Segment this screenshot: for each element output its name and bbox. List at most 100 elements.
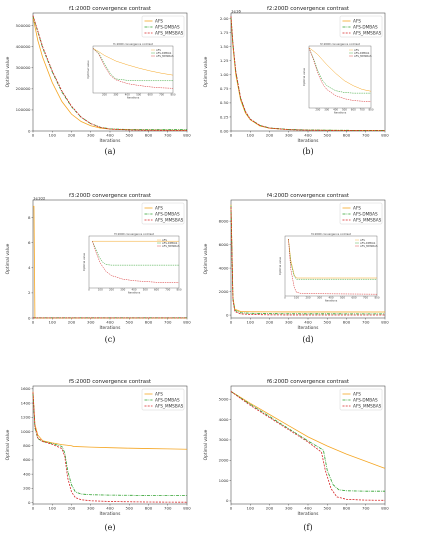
chart-3-inset-title: f3:200D convergence contrast xyxy=(114,232,153,236)
chart-1-inset-series-afs-mmsbas xyxy=(92,48,174,89)
chart-3-inset-legend-label: AFS-DMBAS xyxy=(162,241,178,245)
chart-2-xtick-label: 500 xyxy=(324,133,332,138)
chart-4-title: f4:200D convergence contrast xyxy=(267,193,349,199)
chart-3-inset: f3:200D convergence contrast 0 100 200 300 40… xyxy=(82,232,182,295)
chart-5-ytick-label: 1000 xyxy=(21,429,31,434)
chart-2-offset-label: 1e16 xyxy=(231,9,241,14)
chart-4-inset-ylabel: Optimal value xyxy=(278,257,282,276)
chart-6-xtick-label: 600 xyxy=(343,506,351,511)
chart-4-inset-legend-label: AFS_MMSBAS xyxy=(360,244,378,248)
chart-2-inset-xlabel: Iterations xyxy=(334,111,347,115)
chart-6: f6:200D convergence contrast 0 100 200 300 40… xyxy=(203,379,389,532)
chart-5-xtick-label: 800 xyxy=(183,506,191,511)
chart-1-title: f1:200D convergence contrast xyxy=(69,6,151,12)
chart-3-xtick-label: 400 xyxy=(106,320,114,325)
chart-4-caption: (d) xyxy=(302,335,313,344)
chart-1: f1:200D convergence contrast 0 100 200 300 40… xyxy=(5,6,191,156)
chart-2-ytick-label: 0.50 xyxy=(220,100,229,105)
chart-5-xtick-label: 400 xyxy=(106,506,114,511)
chart-1-ytick-label: 500000 xyxy=(16,23,31,28)
chart-1-legend-label: AFS_MMSBAS xyxy=(155,31,184,36)
chart-6-legend-label: AFS xyxy=(353,392,361,397)
chart-4-xtick-label: 400 xyxy=(304,320,312,325)
chart-6-series-afs xyxy=(230,391,386,469)
chart-2-ytick-label: 0.00 xyxy=(220,128,229,133)
chart-4-inset-series-afs-dmbas xyxy=(288,238,377,280)
chart-4-ytick-label: 4000 xyxy=(219,265,229,270)
chart-6-xtick-label: 500 xyxy=(324,506,332,511)
chart-4-inset-xtick-label: 400 xyxy=(329,296,334,300)
chart-2-inset-series-afs xyxy=(308,47,372,92)
chart-1-ytick-label: 300000 xyxy=(16,65,31,70)
chart-5-legend-label: AFS_MMSBAS xyxy=(155,404,184,409)
chart-3-ylabel: Optimal value xyxy=(5,243,11,274)
chart-6-xlabel: Iterations xyxy=(298,511,320,517)
chart-6-ytick-label: 1000 xyxy=(219,478,229,483)
chart-1-legend-label: AFS-DMBAS xyxy=(155,25,180,30)
chart-2-xtick-label: 600 xyxy=(343,133,351,138)
chart-6-legend-label: AFS-DMBAS xyxy=(353,398,378,403)
chart-6-xtick-label: 700 xyxy=(362,506,370,511)
chart-4-inset-xtick-label: 600 xyxy=(352,296,357,300)
chart-2-ytick-label: 1.75 xyxy=(220,30,229,35)
chart-6-xtick-label: 100 xyxy=(247,506,255,511)
chart-5-ytick-label: 1600 xyxy=(21,386,31,391)
chart-1-xtick-label: 700 xyxy=(164,133,172,138)
chart-2-title: f2:200D convergence contrast xyxy=(267,6,349,12)
chart-4-xtick-label: 600 xyxy=(343,320,351,325)
chart-3-xtick-label: 200 xyxy=(68,320,76,325)
chart-4-inset: f4:200D convergence contrast 0 100 200 300 40… xyxy=(278,232,380,303)
chart-4-xtick-label: 0 xyxy=(230,320,233,325)
chart-4-inset-xlabel: Iterations xyxy=(325,299,338,303)
chart-4-ytick-label: 0 xyxy=(226,312,229,317)
chart-3-xtick-label: 600 xyxy=(145,320,153,325)
chart-5-ytick-label: 200 xyxy=(23,486,31,491)
chart-1-series-afs-mmsbas xyxy=(32,15,188,131)
chart-5-ytick-label: 800 xyxy=(23,443,31,448)
chart-3-inset-series-afs-mmsbas xyxy=(92,241,180,284)
chart-4-xtick-label: 300 xyxy=(285,320,293,325)
chart-6-ytick-label: 4000 xyxy=(219,417,229,422)
chart-2-ytick-label: 1.25 xyxy=(220,58,229,63)
chart-5-ytick-label: 600 xyxy=(23,457,31,462)
chart-3-ytick-label: 2 xyxy=(28,290,31,295)
chart-5-xtick-label: 300 xyxy=(87,506,95,511)
chart-3-inset-xtick-label: 700 xyxy=(165,288,170,292)
chart-4-inset-series-afs-mmsbas xyxy=(288,238,378,295)
chart-5-xtick-label: 500 xyxy=(126,506,134,511)
chart-1-inset-frame xyxy=(92,45,174,94)
chart-4-ytick-label: 8000 xyxy=(219,218,229,223)
chart-2-xtick-label: 200 xyxy=(266,133,274,138)
chart-3-xtick-label: 100 xyxy=(49,320,57,325)
chart-2-inset-legend-label: AFS-DMBAS xyxy=(354,51,370,55)
chart-3-inset-xtick-label: 200 xyxy=(109,288,114,292)
chart-4-series-afs-mmsbas xyxy=(230,207,386,316)
chart-2-inset-series-afs-dmbas xyxy=(308,47,371,94)
chart-3-inset-legend-label: AFS xyxy=(162,238,167,242)
chart-3-inset-frame xyxy=(88,235,180,289)
chart-1-xtick-label: 200 xyxy=(68,133,76,138)
chart-1-xtick-label: 500 xyxy=(126,133,134,138)
chart-2-inset-xtick-label: 200 xyxy=(315,108,320,112)
chart-6-legend-label: AFS_MMSBAS xyxy=(353,404,382,409)
chart-5-xtick-label: 700 xyxy=(164,506,172,511)
chart-1-inset: f1:200D convergence contrast 200 300 400 500… xyxy=(86,42,176,100)
chart-6-xtick-label: 0 xyxy=(230,506,233,511)
chart-6-ylabel: Optimal value xyxy=(203,429,209,460)
chart-2-xtick-label: 400 xyxy=(304,133,312,138)
chart-4-inset-title: f4:200D convergence contrast xyxy=(311,232,350,236)
chart-3-xtick-label: 700 xyxy=(164,320,172,325)
chart-4-inset-xtick-label: 800 xyxy=(375,296,380,300)
chart-4-ylabel: Optimal value xyxy=(203,243,209,274)
chart-6-ytick-label: 5000 xyxy=(219,397,229,402)
chart-3-caption: (c) xyxy=(105,335,116,344)
chart-5-xtick-label: 0 xyxy=(32,506,35,511)
chart-2-inset-xtick-label: 800 xyxy=(369,108,374,112)
chart-1-legend-label: AFS xyxy=(155,19,163,24)
chart-3-inset-xtick-label: 500 xyxy=(143,288,148,292)
chart-4-inset-frame xyxy=(284,235,378,297)
chart-2-ylabel: Optimal value xyxy=(203,56,209,87)
chart-6-caption: (f) xyxy=(303,523,312,532)
chart-1-inset-title: f1:200D convergence contrast xyxy=(113,42,152,46)
